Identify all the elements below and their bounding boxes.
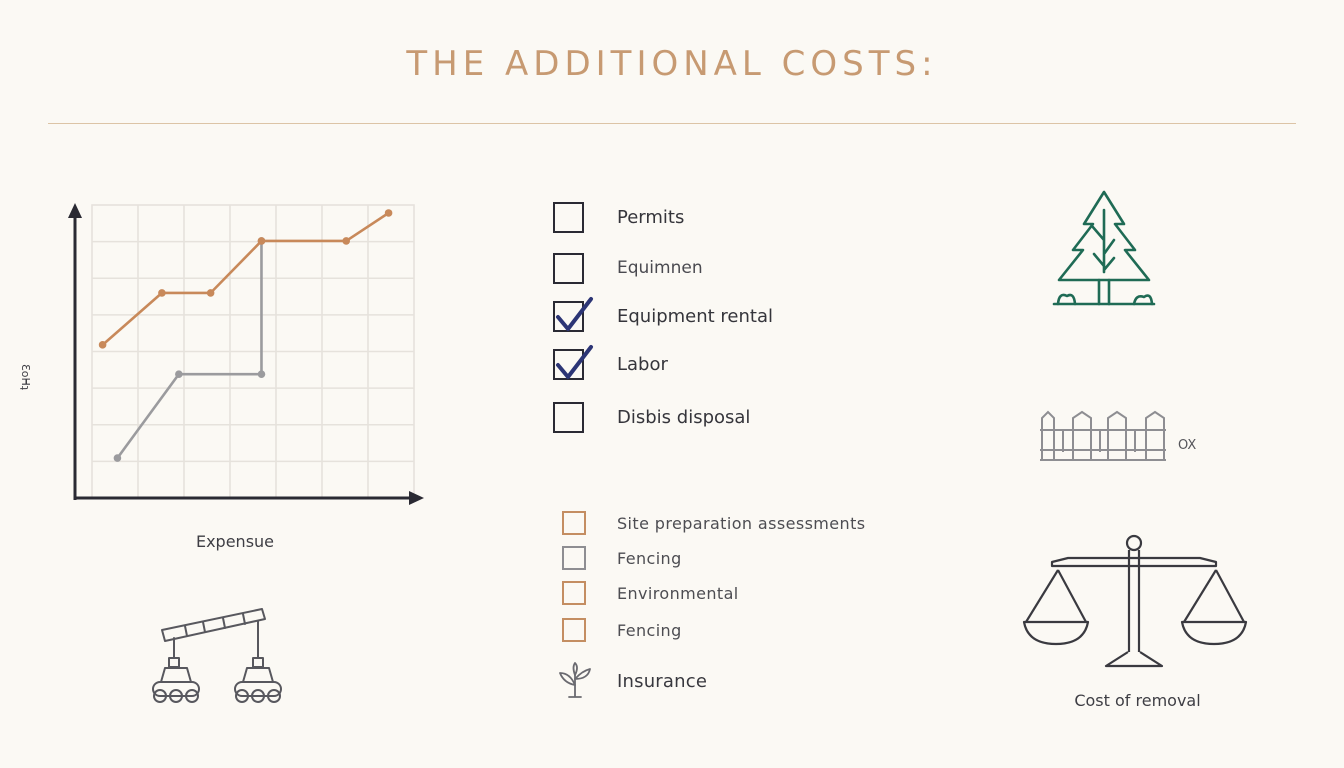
checkbox-unchecked[interactable] <box>553 401 584 433</box>
series-line <box>116 240 263 459</box>
checklist-label: Permits <box>617 206 685 228</box>
scale-label: Cost of removal <box>1074 691 1201 710</box>
checklist-item[interactable]: Equipment rental <box>553 296 774 333</box>
y-axis-arrow <box>68 203 82 218</box>
tree-icon <box>1052 190 1156 306</box>
secondary-list-label: Insurance <box>617 670 708 692</box>
check-icon <box>556 344 593 379</box>
data-point <box>384 209 393 217</box>
secondary-list-item[interactable]: Environmental <box>562 580 739 606</box>
data-point <box>257 370 266 378</box>
x-axis-arrow <box>409 491 424 505</box>
checklist-label: Equimnen <box>617 258 703 278</box>
checkbox-unchecked[interactable] <box>562 581 586 605</box>
machinery-icon <box>152 608 282 703</box>
plant-icon <box>559 662 591 698</box>
data-point <box>98 341 107 349</box>
chart-y-label: Ɛoᕼʇ <box>19 364 32 391</box>
check-icon <box>556 296 593 331</box>
data-point <box>206 289 215 297</box>
checkbox-checked[interactable] <box>553 296 593 332</box>
checklist-label: Disbis disposal <box>617 406 751 428</box>
secondary-list-label: Site preparation assessments <box>617 513 866 533</box>
secondary-list-item[interactable]: Site preparation assessments <box>562 510 865 536</box>
data-point <box>158 289 166 297</box>
chart-x-label: Expensue <box>195 532 275 551</box>
scale-icon <box>1022 534 1248 668</box>
checklist-item[interactable]: Disbis disposal <box>553 400 750 434</box>
secondary-list-label: Environmental <box>617 583 739 603</box>
data-point <box>342 237 351 245</box>
data-point <box>113 454 122 462</box>
secondary-list-item[interactable]: Insurance <box>556 662 708 698</box>
title-divider <box>48 123 1296 124</box>
checklist-item[interactable]: Equimnen <box>553 251 703 285</box>
checkbox-unchecked[interactable] <box>553 201 584 233</box>
secondary-list-label: Fencing <box>617 548 682 568</box>
checkbox-checked[interactable] <box>553 344 593 380</box>
checkbox-unchecked[interactable] <box>562 618 586 642</box>
data-point <box>257 237 266 245</box>
chart-series <box>98 209 393 462</box>
fence-icon <box>1040 410 1166 461</box>
secondary-list-label: Fencing <box>617 620 682 640</box>
page-title: THE ADDITIONAL COSTS: <box>406 44 938 84</box>
secondary-list-item[interactable]: Fencing <box>562 545 682 571</box>
checklist-label: Labor <box>617 353 668 375</box>
checklist-item[interactable]: Labor <box>553 344 668 381</box>
checkbox-unchecked[interactable] <box>562 511 586 535</box>
fence-label: OX <box>1178 438 1197 453</box>
checkbox-unchecked[interactable] <box>553 252 584 284</box>
checkbox-unchecked[interactable] <box>562 546 586 570</box>
secondary-list-item[interactable]: Fencing <box>562 617 682 643</box>
checklist-item[interactable]: Permits <box>553 200 684 234</box>
data-point <box>175 370 183 378</box>
checklist-label: Equipment rental <box>617 305 774 327</box>
series-line <box>101 211 390 346</box>
